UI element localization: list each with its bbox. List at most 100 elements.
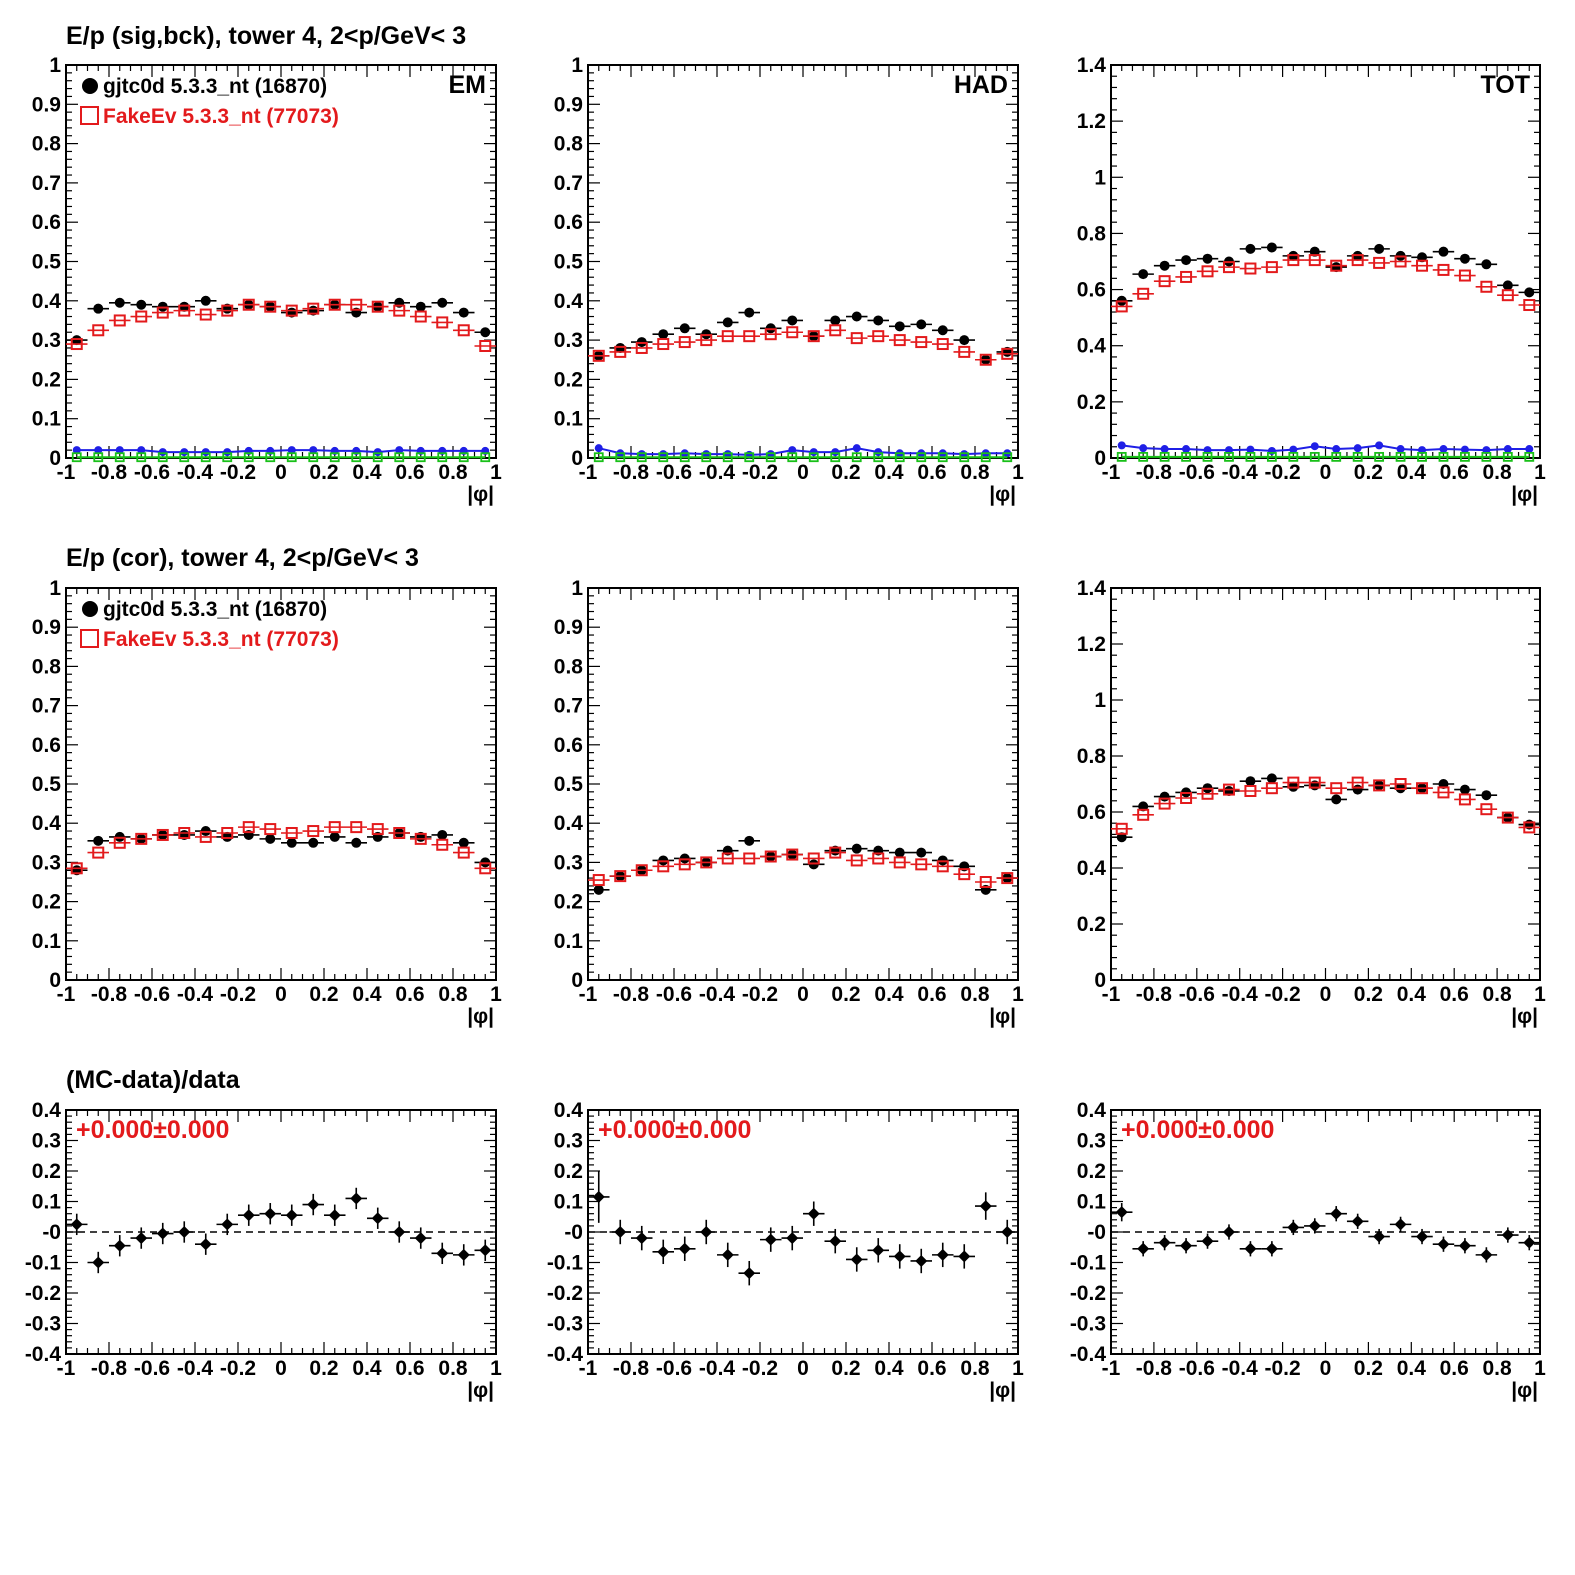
data-point — [679, 452, 690, 463]
data-point — [1153, 791, 1176, 802]
legend-entry-mc: FakeEv 5.3.3_nt (77073) — [103, 628, 339, 651]
marker-small-circle — [1246, 445, 1255, 454]
x-tick-label: 0.8 — [960, 1357, 990, 1380]
data-point — [1353, 444, 1362, 453]
data-point — [1288, 451, 1299, 462]
data-point — [152, 828, 174, 841]
chart-title: E/p (cor), tower 4, 2<p/GeV< 3 — [66, 544, 419, 572]
data-point — [760, 850, 782, 863]
marker-diamond — [1115, 1206, 1128, 1219]
marker-filled-circle — [1502, 280, 1513, 291]
x-tick-label: 0.4 — [874, 461, 904, 484]
x-tick-label: -0.6 — [656, 983, 692, 1006]
data-point — [1389, 255, 1412, 268]
x-tick-label: -0.8 — [1136, 983, 1173, 1006]
marker-small-circle — [1332, 445, 1341, 454]
ticks — [587, 587, 1019, 981]
data-point — [824, 315, 846, 326]
x-tick-label: 0.2 — [309, 1357, 338, 1380]
panel-label: EM — [449, 71, 487, 99]
data-point — [93, 452, 104, 463]
marker-diamond — [264, 1207, 277, 1220]
marker-diamond — [1480, 1248, 1493, 1261]
data-point — [114, 452, 125, 463]
marker-small-circle — [1353, 444, 1362, 453]
data-point — [179, 452, 190, 463]
marker-diamond — [1001, 1226, 1014, 1238]
marker-filled-circle — [916, 319, 927, 330]
marker-open-square — [1458, 793, 1471, 806]
data-point — [701, 452, 712, 463]
data-point — [609, 1219, 631, 1245]
marker-small-square — [1002, 452, 1013, 463]
data-point — [1138, 451, 1149, 462]
marker-diamond — [764, 1233, 777, 1246]
marker-diamond — [1158, 1236, 1171, 1249]
data-point — [1239, 785, 1262, 797]
data-point — [195, 308, 217, 321]
x-tick-label: 0.2 — [831, 983, 860, 1006]
data-point — [1475, 280, 1498, 293]
data-point — [1117, 441, 1126, 450]
marker-filled-circle — [1181, 255, 1192, 266]
marker-small-square — [394, 452, 405, 463]
data-point — [1218, 1224, 1240, 1240]
x-tick-label: 0.6 — [1440, 983, 1469, 1006]
panel-label: TOT — [1480, 71, 1530, 99]
x-tick-label: -0.2 — [220, 1357, 256, 1380]
marker-small-square — [615, 452, 626, 463]
marker-filled-circle — [351, 837, 362, 848]
data-point — [1332, 445, 1341, 454]
data-point — [345, 837, 367, 848]
y-tick-label: -0.3 — [547, 1313, 583, 1336]
data-point — [216, 831, 238, 842]
data-point — [345, 821, 367, 834]
data-point — [1175, 1238, 1197, 1254]
series-data — [66, 1187, 496, 1274]
marker-diamond — [436, 1247, 449, 1260]
data-point — [1111, 1203, 1133, 1222]
marker-diamond — [786, 1232, 799, 1245]
ticks — [1110, 587, 1541, 981]
y-tick-label: 0.3 — [554, 851, 583, 874]
data-point — [238, 1204, 260, 1226]
data-point — [1389, 778, 1412, 790]
marker-open-square — [657, 338, 670, 351]
data-point — [195, 830, 217, 843]
y-tick-label: 0.1 — [554, 1191, 584, 1214]
data-point — [324, 298, 346, 311]
data-point — [588, 349, 610, 362]
data-point — [631, 341, 653, 354]
marker-filled-circle — [200, 295, 211, 306]
marker-diamond — [479, 1244, 492, 1257]
x-tick-label: -0.8 — [1136, 1357, 1173, 1380]
ticks — [587, 64, 1019, 459]
marker-open-square — [807, 852, 820, 865]
data-point — [996, 347, 1018, 360]
data-point — [173, 304, 195, 317]
data-point — [1432, 246, 1455, 257]
marker-small-square — [114, 452, 125, 463]
data-point — [1132, 269, 1154, 280]
data-point — [1524, 451, 1535, 462]
data-point — [1132, 287, 1154, 300]
panel-cor_em: -1 -0.8 -0.6 -0.4 -0.2 0 0.2 0.4 0.6 0.8 1 0 0.1 0.2 0… — [32, 544, 502, 1028]
marker-filled-circle — [1245, 243, 1256, 254]
data-point — [480, 452, 491, 463]
y-tick-label: 0.6 — [554, 211, 583, 234]
marker-small-square — [93, 452, 104, 463]
series-mc — [588, 324, 1018, 366]
marker-filled-circle — [1459, 784, 1470, 795]
data-point — [1196, 253, 1219, 264]
data-point — [1218, 786, 1240, 796]
data-point — [765, 452, 776, 463]
chart-title: E/p (sig,bck), tower 4, 2<p/GeV< 3 — [66, 22, 466, 50]
y-tick-label: 0.8 — [32, 655, 62, 678]
x-tick-label: 0.6 — [395, 461, 424, 484]
y-tick-label: 0.4 — [554, 290, 584, 313]
marker-filled-circle — [937, 325, 948, 336]
data-point — [1310, 442, 1319, 451]
series-data — [1111, 773, 1540, 843]
data-point — [410, 1227, 432, 1249]
data-point — [367, 1207, 389, 1229]
